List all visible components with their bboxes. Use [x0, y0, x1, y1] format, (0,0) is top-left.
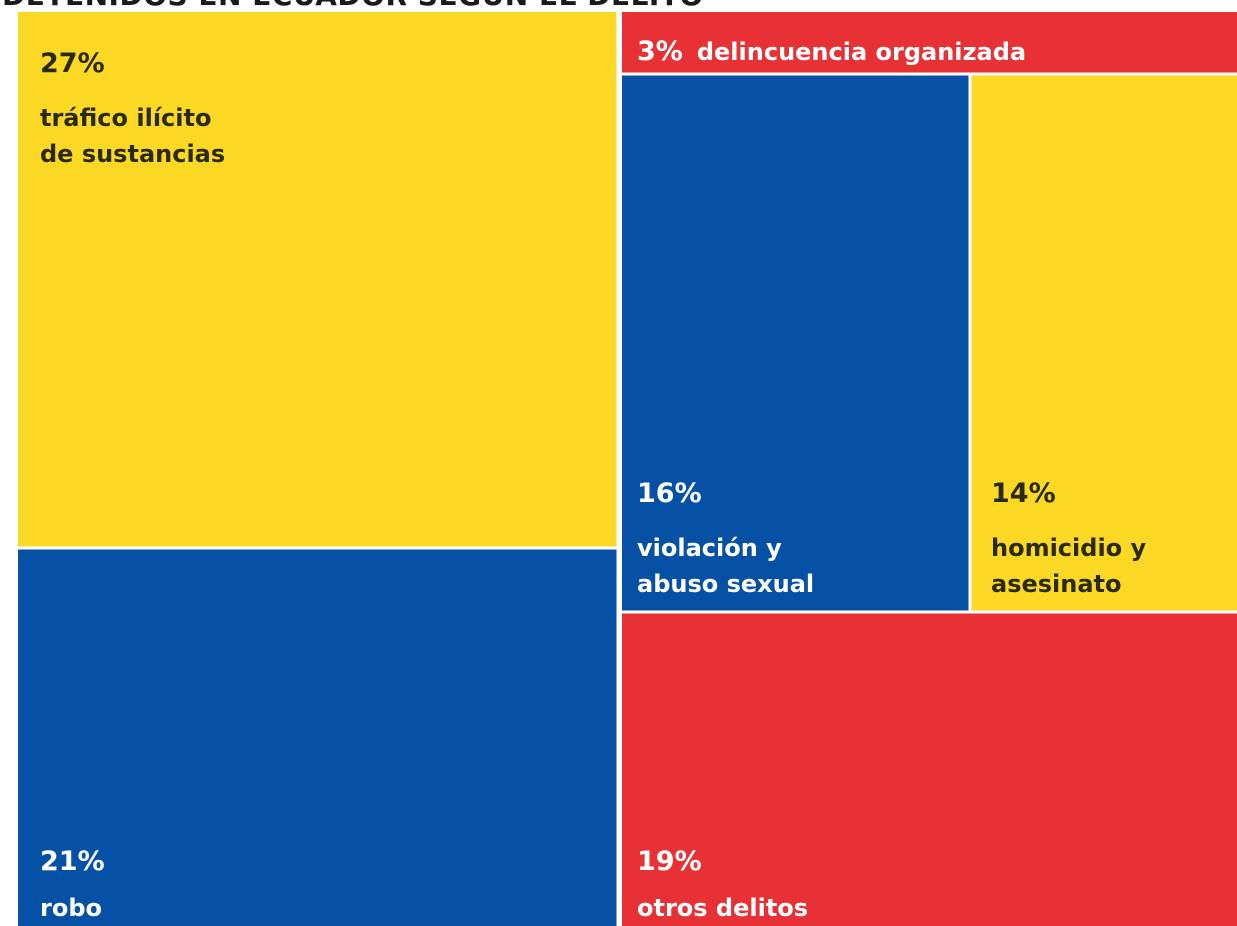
treemap-tile-robo: [18, 548, 618, 926]
treemap-tile-otros: [622, 612, 1237, 926]
tile-label-otros: otros delitos: [637, 894, 808, 922]
tile-value-otros: 19%: [637, 846, 702, 877]
tile-label-trafico: de sustancias: [40, 140, 225, 168]
treemap-tile-delincuencia: [622, 12, 1237, 74]
tile-label-delincuencia: 3% delincuencia organizada: [637, 36, 1026, 67]
tile-label-trafico: tráfico ilícito: [40, 104, 211, 132]
chart-title: DETENIDOS EN ECUADOR SEGÚN EL DELITO: [2, 0, 704, 12]
title-strip: DETENIDOS EN ECUADOR SEGÚN EL DELITO: [0, 0, 1237, 14]
treemap-tile-violacion: [622, 74, 970, 612]
tile-value-violacion: 16%: [637, 478, 702, 509]
tile-value-trafico: 27%: [40, 48, 105, 79]
tile-label-homicidio: asesinato: [991, 570, 1122, 598]
tile-value-robo: 21%: [40, 846, 105, 877]
treemap-tile-homicidio: [970, 74, 1237, 612]
tile-label-violacion: abuso sexual: [637, 570, 814, 598]
tile-label-homicidio: homicidio y: [991, 534, 1147, 562]
tile-label-violacion: violación y: [637, 534, 782, 562]
tile-label-robo: robo: [40, 894, 102, 922]
treemap-tile-trafico: [18, 12, 618, 548]
tile-value-homicidio: 14%: [991, 478, 1056, 509]
